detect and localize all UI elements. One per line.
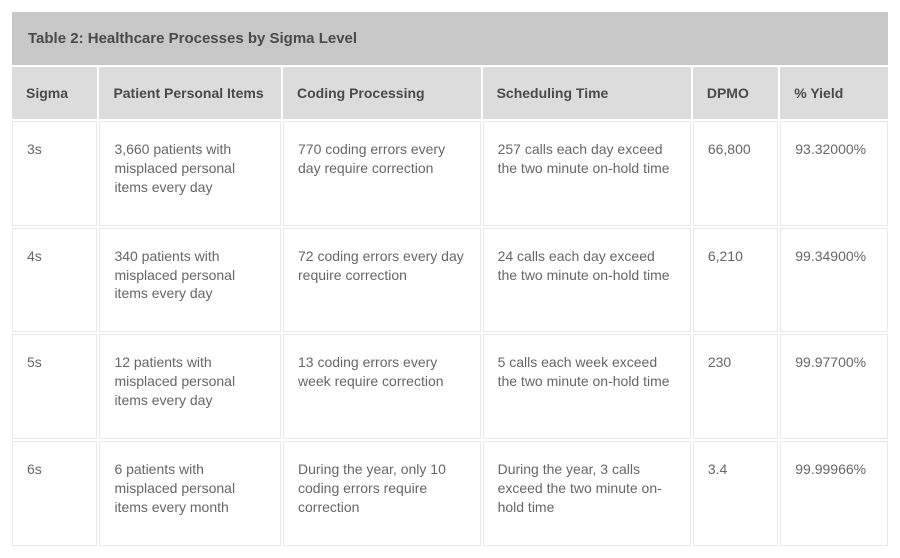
cell-sigma: 5s — [12, 334, 97, 439]
col-header-yield: % Yield — [780, 67, 888, 119]
cell-sigma: 6s — [12, 441, 97, 546]
cell-dpmo: 6,210 — [693, 228, 778, 333]
cell-sched: 257 calls each day exceed the two minute… — [483, 121, 691, 226]
cell-ppi: 12 patients with misplaced personal item… — [99, 334, 281, 439]
cell-sched: During the year, 3 calls exceed the two … — [483, 441, 691, 546]
cell-dpmo: 3.4 — [693, 441, 778, 546]
table-row: 6s 6 patients with misplaced personal it… — [12, 441, 888, 546]
cell-ppi: 6 patients with misplaced personal items… — [99, 441, 281, 546]
cell-sigma: 3s — [12, 121, 97, 226]
cell-coding: 770 coding errors every day require corr… — [283, 121, 481, 226]
cell-yield: 99.99966% — [780, 441, 888, 546]
table-row: 3s 3,660 patients with misplaced persona… — [12, 121, 888, 226]
col-header-ppi: Patient Personal Items — [99, 67, 281, 119]
col-header-sigma: Sigma — [12, 67, 97, 119]
sigma-level-table: Table 2: Healthcare Processes by Sigma L… — [10, 10, 890, 548]
cell-yield: 99.97700% — [780, 334, 888, 439]
cell-ppi: 340 patients with misplaced personal ite… — [99, 228, 281, 333]
col-header-coding: Coding Processing — [283, 67, 481, 119]
cell-coding: During the year, only 10 coding errors r… — [283, 441, 481, 546]
cell-coding: 72 coding errors every day require corre… — [283, 228, 481, 333]
table-row: 5s 12 patients with misplaced personal i… — [12, 334, 888, 439]
cell-dpmo: 66,800 — [693, 121, 778, 226]
cell-sigma: 4s — [12, 228, 97, 333]
table-title: Table 2: Healthcare Processes by Sigma L… — [12, 12, 888, 65]
table-title-row: Table 2: Healthcare Processes by Sigma L… — [12, 12, 888, 65]
cell-ppi: 3,660 patients with misplaced personal i… — [99, 121, 281, 226]
cell-dpmo: 230 — [693, 334, 778, 439]
col-header-sched: Scheduling Time — [483, 67, 691, 119]
cell-sched: 24 calls each day exceed the two minute … — [483, 228, 691, 333]
cell-sched: 5 calls each week exceed the two minute … — [483, 334, 691, 439]
col-header-dpmo: DPMO — [693, 67, 778, 119]
table-row: 4s 340 patients with misplaced personal … — [12, 228, 888, 333]
table-header-row: Sigma Patient Personal Items Coding Proc… — [12, 67, 888, 119]
cell-coding: 13 coding errors every week require corr… — [283, 334, 481, 439]
cell-yield: 99.34900% — [780, 228, 888, 333]
cell-yield: 93.32000% — [780, 121, 888, 226]
